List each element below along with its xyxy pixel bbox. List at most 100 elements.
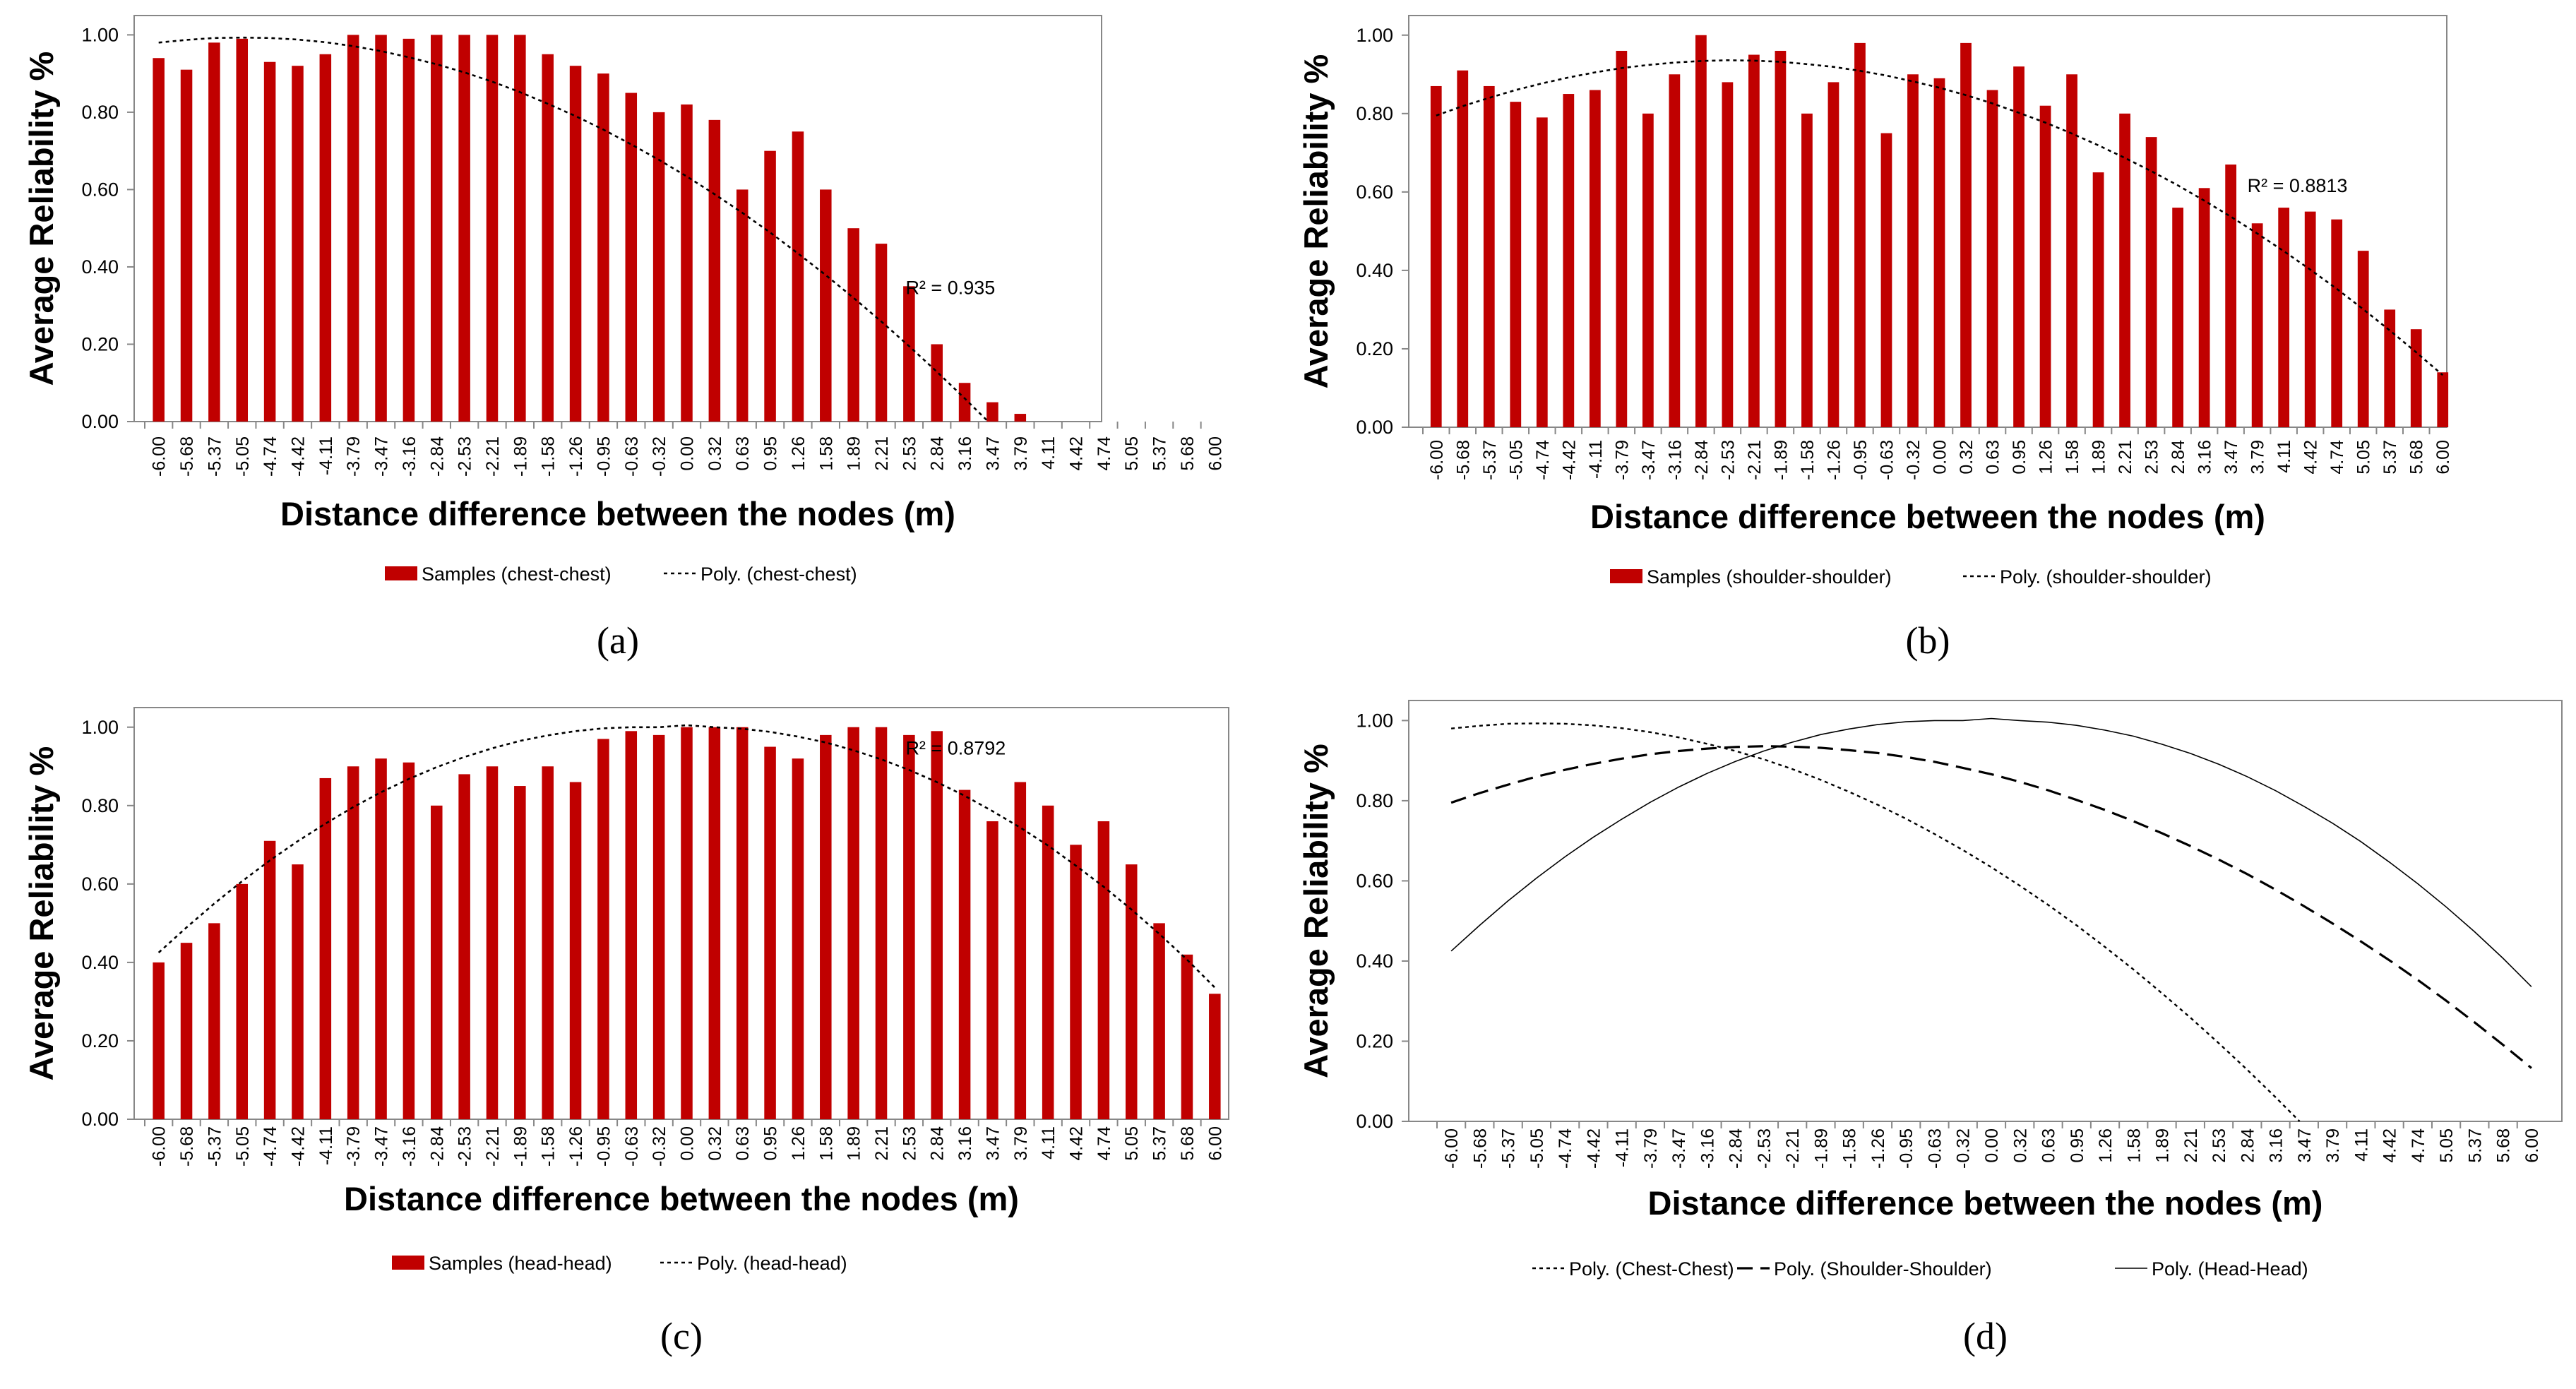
- bar: [2013, 66, 2025, 427]
- bar: [319, 777, 332, 1119]
- bar: [1563, 94, 1575, 428]
- x-tick-label: -0.95: [594, 436, 614, 477]
- x-tick-label: -0.63: [622, 1126, 642, 1167]
- x-tick-label: -3.79: [344, 436, 364, 477]
- bar: [1510, 102, 1522, 427]
- bar: [1153, 923, 1165, 1119]
- bar: [375, 758, 387, 1119]
- bar: [764, 150, 776, 422]
- bar: [1669, 74, 1681, 428]
- x-axis-title: Distance difference between the nodes (m…: [1590, 498, 2265, 535]
- x-tick-label: 6.00: [2433, 440, 2453, 475]
- legend: Samples (chest-chest) Poly. (chest-chest): [385, 564, 857, 585]
- bar: [486, 35, 499, 422]
- x-tick-label: 0.32: [705, 436, 725, 471]
- x-tick-label: 1.26: [789, 436, 809, 471]
- bar: [792, 131, 804, 422]
- x-tick-label: 5.37: [1150, 1126, 1170, 1161]
- x-tick-label: 4.74: [2409, 1128, 2428, 1163]
- bar: [514, 35, 526, 422]
- x-tick-label: 0.63: [733, 436, 753, 471]
- r-squared-label: R² = 0.8792: [905, 738, 1006, 759]
- legend-swatch-bar: [1610, 569, 1642, 583]
- bar: [681, 104, 693, 422]
- x-tick-label: -5.68: [1453, 440, 1473, 480]
- x-tick-label: 6.00: [2522, 1128, 2542, 1163]
- bar: [597, 73, 609, 422]
- bar: [1695, 35, 1707, 428]
- x-tick-label: -4.42: [1559, 440, 1579, 480]
- bar: [903, 286, 915, 422]
- x-tick-label: 2.21: [872, 436, 892, 471]
- bar: [903, 734, 915, 1119]
- y-tick-label: 0.60: [1356, 870, 1393, 891]
- bar: [764, 746, 776, 1119]
- bar: [597, 739, 609, 1119]
- bar: [2198, 188, 2210, 427]
- x-tick-label: 2.84: [928, 1126, 948, 1161]
- bar: [708, 119, 721, 422]
- bar: [681, 727, 693, 1119]
- x-tick-label: 2.53: [2142, 440, 2162, 475]
- x-axis-title: Distance difference between the nodes (m…: [280, 495, 955, 532]
- x-tick-label: 2.53: [2210, 1128, 2229, 1163]
- bar: [820, 734, 832, 1119]
- bar: [2251, 223, 2263, 427]
- y-tick-label: 0.20: [81, 333, 119, 354]
- chart-panel-b: 0.000.200.400.600.801.00-6.00 -5.68 -5.37-…: [1297, 15, 2453, 662]
- x-tick-label: 5.68: [2494, 1128, 2514, 1163]
- x-tick-label: 4.42: [1067, 1126, 1087, 1161]
- x-tick-label: -4.74: [261, 436, 280, 477]
- x-tick-label: -4.11: [1613, 1128, 1633, 1167]
- r-squared-label: R² = 0.8813: [2248, 175, 2348, 196]
- y-axis-title: Average Reliability %: [23, 52, 60, 386]
- x-tick-label: -1.26: [1868, 1128, 1888, 1169]
- x-tick-label: 1.58: [2124, 1128, 2144, 1163]
- x-tick-label: 5.68: [1178, 1126, 1198, 1161]
- x-tick-label: 1.26: [789, 1126, 809, 1161]
- x-tick-label: 4.11: [2351, 1128, 2371, 1162]
- x-tick-label: 1.58: [816, 436, 836, 471]
- bar: [1014, 782, 1027, 1119]
- x-tick-label: -1.58: [539, 1126, 559, 1167]
- x-tick-label: -0.63: [622, 436, 642, 477]
- bar: [542, 54, 554, 422]
- x-tick-label: 4.74: [1095, 1126, 1114, 1161]
- bar: [1960, 42, 1972, 428]
- bar: [1209, 994, 1221, 1119]
- x-tick-label: 5.68: [2407, 440, 2427, 475]
- y-tick-label: 0.80: [1356, 103, 1393, 124]
- bar: [2410, 329, 2422, 427]
- bar: [847, 727, 859, 1119]
- x-tick-label: 3.79: [2248, 440, 2268, 475]
- bar: [1775, 50, 1787, 427]
- y-tick-label: 0.80: [81, 795, 119, 816]
- chart-panel-c: 0.000.200.400.600.801.00-6.00 -5.68 -5.37-…: [23, 707, 1229, 1357]
- x-tick-label: -0.32: [1904, 440, 1924, 480]
- x-tick-label: -2.21: [1745, 440, 1765, 480]
- bar: [1042, 805, 1054, 1119]
- y-tick-label: 1.00: [81, 717, 119, 738]
- bar: [458, 774, 470, 1119]
- x-tick-label: -3.79: [1612, 440, 1632, 480]
- x-tick-label: 5.05: [2437, 1128, 2457, 1163]
- bar: [1642, 113, 1654, 428]
- legend-entry: Samples (chest-chest): [422, 564, 612, 585]
- panel-caption: (b): [1906, 619, 1950, 662]
- legend-entry: Poly. (Chest-Chest): [1569, 1258, 1734, 1280]
- trend-line-2: [1450, 717, 2532, 987]
- x-tick-label: 5.05: [2354, 440, 2374, 475]
- x-tick-label: 0.00: [678, 436, 698, 471]
- x-tick-label: -0.63: [1925, 1128, 1945, 1169]
- bar: [486, 766, 499, 1119]
- y-tick-label: 0.80: [81, 102, 119, 123]
- x-tick-label: -0.32: [650, 1126, 669, 1167]
- x-tick-label: 1.26: [2096, 1128, 2116, 1163]
- bar: [292, 66, 304, 422]
- bar: [2331, 219, 2343, 427]
- y-tick-label: 0.20: [81, 1030, 119, 1051]
- x-tick-label: 0.63: [2039, 1128, 2059, 1163]
- panel-caption: (d): [1963, 1315, 2008, 1357]
- bar: [820, 189, 832, 422]
- r-squared-label: R² = 0.935: [905, 277, 995, 298]
